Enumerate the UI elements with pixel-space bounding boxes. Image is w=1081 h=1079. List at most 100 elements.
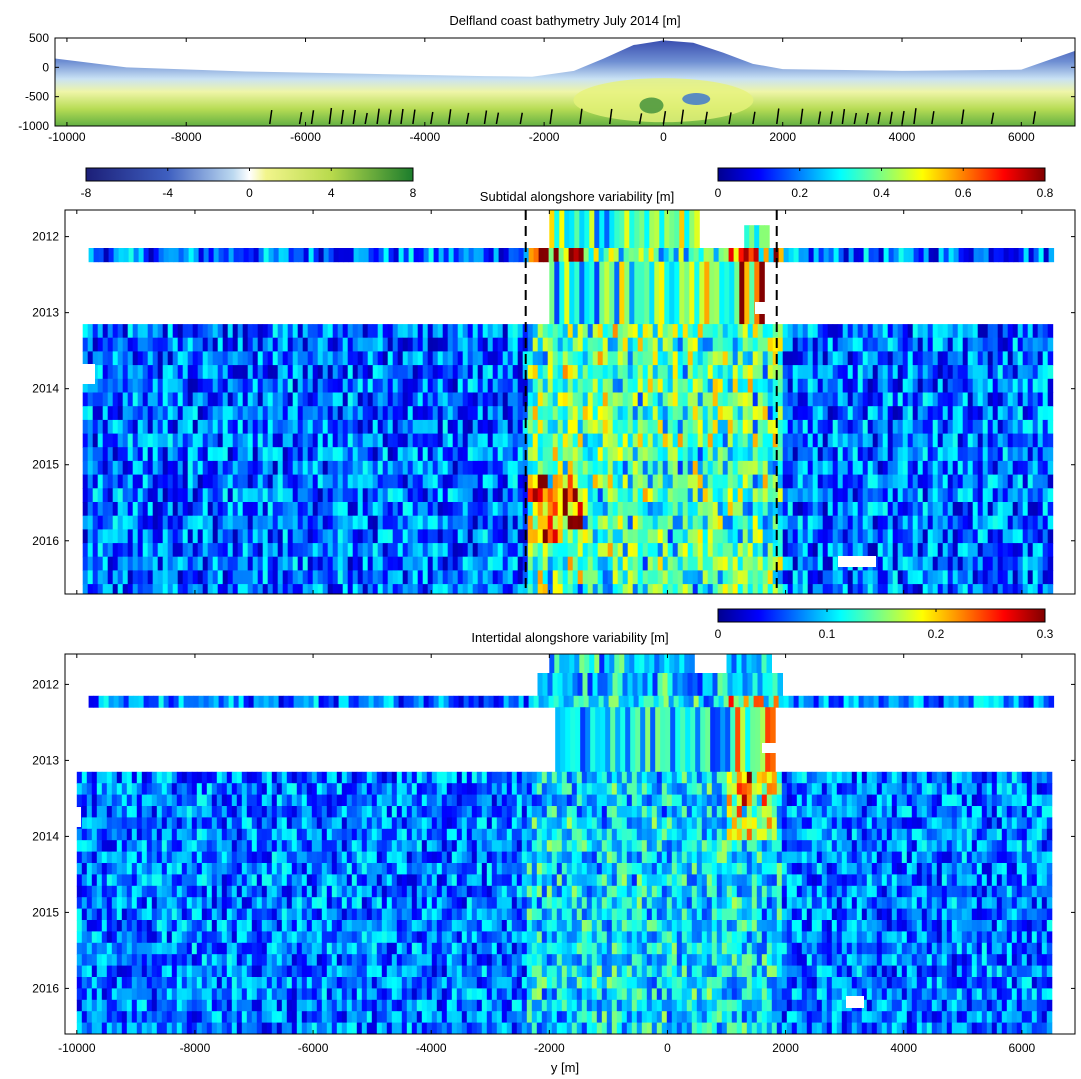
y-tick-label: -500 xyxy=(25,90,49,104)
heatmap-cell xyxy=(146,771,153,784)
heatmap-cell xyxy=(692,529,699,544)
heatmap-cell xyxy=(267,543,274,558)
heatmap-cell xyxy=(152,433,159,448)
heatmap-cell xyxy=(257,419,264,435)
heatmap-cell xyxy=(523,248,530,263)
heatmap-cell xyxy=(1022,337,1029,352)
heatmap-cell xyxy=(932,351,939,366)
heatmap-cell xyxy=(932,556,939,571)
heatmap-cell xyxy=(802,447,809,462)
heatmap-cell xyxy=(579,654,585,685)
heatmap-cell xyxy=(762,337,769,352)
heatmap-cell xyxy=(587,392,594,407)
heatmap-cell xyxy=(313,248,320,263)
heatmap-cell xyxy=(612,351,619,366)
heatmap-cell xyxy=(456,771,463,784)
data-gap xyxy=(75,364,95,384)
heatmap-cell xyxy=(827,406,834,421)
heatmap-cell xyxy=(402,570,409,585)
heatmap-cell xyxy=(367,460,374,476)
heatmap-cell xyxy=(467,406,474,421)
heatmap-cell xyxy=(342,433,349,448)
heatmap-cell xyxy=(912,351,919,366)
heatmap-cell xyxy=(537,392,544,407)
heatmap-cell xyxy=(527,570,534,585)
heatmap-cell xyxy=(554,261,560,325)
heatmap-cell xyxy=(707,570,714,585)
heatmap-cell xyxy=(107,324,114,339)
heatmap-cell xyxy=(222,337,229,352)
heatmap-cell xyxy=(182,351,189,366)
transect-marker xyxy=(268,109,273,125)
heatmap-cell xyxy=(541,771,548,784)
heatmap-cell xyxy=(273,248,280,263)
heatmap-cell xyxy=(312,570,319,585)
heatmap-cell xyxy=(937,515,944,530)
heatmap-cell xyxy=(147,337,154,352)
heatmap-cell xyxy=(888,695,895,708)
heatmap-cell xyxy=(566,771,573,784)
heatmap-cell xyxy=(682,488,689,503)
heatmap-cell xyxy=(152,392,159,407)
x-tick-label: 4000 xyxy=(889,130,916,144)
heatmap-cell xyxy=(92,324,99,339)
heatmap-cell xyxy=(684,261,690,325)
heatmap-cell xyxy=(952,351,959,366)
heatmap-cell xyxy=(932,324,939,339)
heatmap-cell xyxy=(842,337,849,352)
heatmap-cell xyxy=(847,419,854,435)
heatmap-cell xyxy=(1002,433,1009,448)
heatmap-cell xyxy=(1022,488,1029,503)
heatmap-cell xyxy=(247,556,254,571)
heatmap-cell xyxy=(577,673,583,697)
heatmap-cell xyxy=(306,771,313,784)
heatmap-cell xyxy=(322,324,329,339)
heatmap-cell xyxy=(1012,337,1019,352)
transect-marker xyxy=(465,112,470,125)
heatmap-cell xyxy=(207,570,214,585)
heatmap-cell xyxy=(662,515,669,530)
heatmap-cell xyxy=(862,324,869,339)
heatmap-cell xyxy=(902,447,909,462)
heatmap-cell xyxy=(557,460,564,476)
heatmap-cell xyxy=(97,460,104,476)
heatmap-cell xyxy=(972,447,979,462)
heatmap-cell xyxy=(952,584,959,594)
heatmap-cell xyxy=(862,378,869,393)
heatmap-cell xyxy=(842,365,849,380)
heatmap-cell xyxy=(557,502,564,517)
heatmap-cell xyxy=(253,248,260,263)
heatmap-cell xyxy=(857,460,864,476)
transect-marker xyxy=(579,108,583,125)
heatmap-cell xyxy=(167,419,174,435)
heatmap-cell xyxy=(702,419,709,435)
heatmap-cell xyxy=(223,695,230,708)
heatmap-cell xyxy=(462,460,469,476)
heatmap-cell xyxy=(792,570,799,585)
heatmap-cell xyxy=(207,543,214,558)
heatmap-cell xyxy=(277,365,284,380)
heatmap-cell xyxy=(597,406,604,421)
heatmap-cell xyxy=(392,529,399,544)
heatmap-cell xyxy=(617,460,624,476)
heatmap-cell xyxy=(737,419,744,435)
heatmap-cell xyxy=(1047,365,1054,380)
heatmap-cell xyxy=(742,502,749,517)
heatmap-cell xyxy=(442,365,449,380)
heatmap-cell xyxy=(777,351,784,366)
heatmap-cell xyxy=(147,365,154,380)
heatmap-cell xyxy=(677,515,684,530)
heatmap-cell xyxy=(362,488,369,503)
heatmap-cell xyxy=(997,406,1004,421)
heatmap-cell xyxy=(967,406,974,421)
heatmap-cell xyxy=(136,783,143,796)
heatmap-cell xyxy=(296,771,303,784)
heatmap-cell xyxy=(592,392,599,407)
heatmap-cell xyxy=(881,771,888,784)
heatmap-cell xyxy=(257,460,264,476)
heatmap-cell xyxy=(847,488,854,503)
heatmap-cell xyxy=(497,324,504,339)
heatmap-cell xyxy=(422,365,429,380)
heatmap-cell xyxy=(902,460,909,476)
heatmap-cell xyxy=(927,543,934,558)
